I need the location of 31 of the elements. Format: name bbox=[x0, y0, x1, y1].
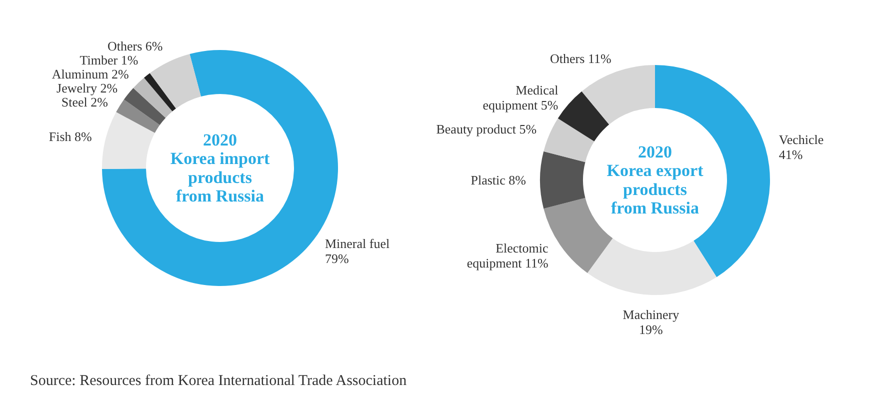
donut-slice bbox=[587, 238, 717, 295]
donut-slice bbox=[540, 151, 586, 209]
slice-label: Timber 1% bbox=[80, 52, 138, 68]
slice-label: Jewelry 2% bbox=[56, 80, 118, 96]
donut-slice bbox=[544, 118, 594, 162]
data-label: 19% bbox=[639, 322, 664, 337]
data-label: 41% bbox=[778, 146, 803, 162]
slice-label: Medical equipment 5% bbox=[482, 82, 559, 113]
slice-label: Aluminum 2% bbox=[52, 66, 129, 82]
slice-label: Fish 8% bbox=[48, 128, 92, 144]
data-label: 79% bbox=[325, 250, 349, 266]
donut-slice bbox=[582, 65, 655, 125]
slice-label: Others 6% bbox=[108, 38, 163, 54]
donut-slice bbox=[144, 73, 176, 112]
text: 2020 Korea import products from Russia bbox=[170, 130, 270, 206]
slice-label: Vechicle bbox=[778, 132, 824, 148]
slice-label: Others 11% bbox=[550, 51, 612, 66]
donut-slice bbox=[116, 99, 160, 133]
slice-label: Plastic 8% bbox=[470, 172, 526, 188]
donut-slice bbox=[133, 78, 172, 118]
source-note: Source: Resources from Korea International Trade Association bbox=[30, 373, 408, 389]
slice-label: Mineral fuel bbox=[325, 236, 390, 251]
donut-slice bbox=[150, 54, 201, 109]
slice-label: Machinery bbox=[622, 306, 680, 322]
slice-label: Beauty product 5% bbox=[436, 121, 537, 136]
donut-slice bbox=[558, 91, 610, 142]
text: 2020 Korea export products from Russia bbox=[606, 142, 704, 218]
donut-slice bbox=[102, 112, 155, 170]
slice-label: Steel 2% bbox=[61, 94, 108, 110]
donut-slice bbox=[124, 88, 166, 126]
slice-label: Electomic equipment 11% bbox=[466, 240, 549, 270]
